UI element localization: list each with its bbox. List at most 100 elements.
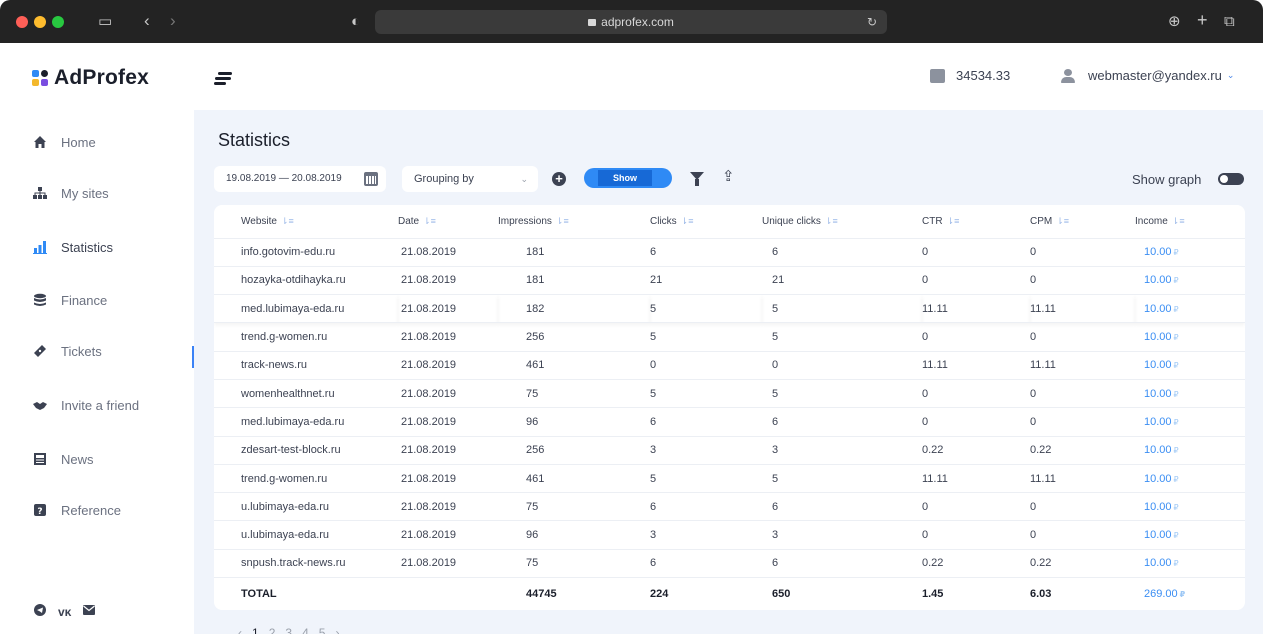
table-cell-income: 10.00 ₽ xyxy=(1135,549,1245,579)
column-header-income[interactable]: Income ⇂≡ xyxy=(1135,205,1245,239)
table-cell-clicks: 5 xyxy=(650,379,762,409)
table-row[interactable]: u.lubimaya-eda.ru 21.08.2019 96 3 3 0 0 10.00 ₽ xyxy=(214,520,1245,550)
filter-icon[interactable] xyxy=(690,172,704,186)
close-window-button[interactable] xyxy=(16,16,28,28)
page-2[interactable]: 2 xyxy=(268,626,276,634)
table-cell-income: 10.00 ₽ xyxy=(1135,407,1245,437)
vk-icon[interactable]: ᴠᴋ xyxy=(58,604,72,619)
url-text: adprofex.com xyxy=(601,15,674,29)
grouping-select[interactable]: Grouping by ⌄ xyxy=(402,166,538,192)
table-cell-date: 21.08.2019 xyxy=(398,379,498,409)
total-cell: 6.03 xyxy=(1030,587,1052,600)
sidebar-item-label: Invite a friend xyxy=(61,397,140,413)
table-cell-income: 10.00 ₽ xyxy=(1135,238,1245,267)
user-menu[interactable]: webmaster@yandex.ru ⌄ xyxy=(1060,68,1234,83)
sidebar-toggle-icon[interactable]: ▭ xyxy=(98,13,113,30)
logo[interactable]: AdProfex xyxy=(32,66,149,90)
table-row[interactable]: track-news.ru 21.08.2019 461 0 0 11.11 11.11 10… xyxy=(214,351,1245,380)
tabs-overview-icon[interactable]: ⧉ xyxy=(1224,13,1235,30)
table-row[interactable]: womenhealthnet.ru 21.08.2019 75 5 5 0 0 10.00 ₽ xyxy=(214,379,1245,409)
sidebar-item-finance[interactable]: Finance xyxy=(33,290,194,310)
currency-symbol: ₽ xyxy=(1173,389,1179,399)
sidebar-item-my-sites[interactable]: My sites xyxy=(33,183,194,203)
bar-chart-icon xyxy=(33,240,47,254)
table-row[interactable]: u.lubimaya-eda.ru 21.08.2019 75 6 6 0 0 10.00 ₽ xyxy=(214,492,1245,522)
mail-icon[interactable] xyxy=(83,605,96,618)
table-row[interactable]: info.gotovim-edu.ru 21.08.2019 181 6 6 0 0 10.0… xyxy=(214,238,1245,267)
pagination: ‹ 1 2 3 4 5 › xyxy=(238,626,339,634)
column-header-ctr[interactable]: CTR ⇂≡ xyxy=(922,205,1030,239)
shield-icon[interactable]: ◐ xyxy=(351,13,361,30)
table-cell-website: snpush.track-news.ru xyxy=(214,549,398,579)
table-row[interactable]: med.lubimaya-eda.ru 21.08.2019 182 5 5 11.11 1… xyxy=(214,294,1245,324)
table-cell-impressions: 181 xyxy=(498,238,650,267)
show-graph-toggle[interactable] xyxy=(1218,173,1244,185)
question-icon: ? xyxy=(33,503,47,517)
table-row[interactable]: hozayka-otdihayka.ru 21.08.2019 181 21 21 0 0 1… xyxy=(214,266,1245,296)
table-cell-cpm: 0 xyxy=(1030,520,1135,550)
sitemap-icon xyxy=(33,186,47,200)
calendar-icon[interactable] xyxy=(364,172,378,186)
next-page-icon[interactable]: › xyxy=(335,626,340,634)
handshake-icon xyxy=(33,398,47,412)
column-header-date[interactable]: Date ⇂≡ xyxy=(398,205,498,239)
table-row[interactable]: snpush.track-news.ru 21.08.2019 75 6 6 0.22 0.… xyxy=(214,549,1245,579)
statistics-table: Website ⇂≡ Date ⇂≡ Impressions ⇂≡ Clicks ⇂≡ … xyxy=(214,205,1245,610)
add-filter-button[interactable]: + xyxy=(552,172,566,186)
user-email: webmaster@yandex.ru xyxy=(1088,68,1222,83)
show-button[interactable]: Show xyxy=(584,168,672,188)
table-cell-website: zdesart-test-block.ru xyxy=(214,436,398,465)
sidebar-item-tickets[interactable]: Tickets xyxy=(33,341,194,361)
sidebar-item-statistics[interactable]: Statistics xyxy=(33,237,194,257)
table-cell-date: 21.08.2019 xyxy=(398,436,498,465)
table-row[interactable]: trend.g-women.ru 21.08.2019 461 5 5 11.11 11.1… xyxy=(214,464,1245,494)
show-button-label: Show xyxy=(598,170,652,186)
column-header-cpm[interactable]: CPM ⇂≡ xyxy=(1030,205,1135,239)
prev-page-icon[interactable]: ‹ xyxy=(238,626,242,634)
menu-toggle-icon[interactable] xyxy=(214,72,232,85)
total-cell: TOTAL xyxy=(241,587,277,600)
download-icon[interactable]: ⊕ xyxy=(1168,13,1181,30)
column-header-clicks[interactable]: Clicks ⇂≡ xyxy=(650,205,762,239)
table-cell-unique-clicks: 5 xyxy=(762,464,922,494)
table-cell-ctr: 0 xyxy=(922,238,1030,267)
sidebar-item-reference[interactable]: ? Reference xyxy=(33,500,194,520)
date-range-picker[interactable]: 19.08.2019 — 20.08.2019 xyxy=(214,166,386,192)
balance[interactable]: 34534.33 xyxy=(930,68,1010,83)
lock-icon xyxy=(588,19,597,26)
currency-symbol: ₽ xyxy=(1179,589,1186,599)
page-4[interactable]: 4 xyxy=(302,626,309,634)
sidebar-item-invite[interactable]: Invite a friend xyxy=(33,395,194,415)
table-cell-clicks: 6 xyxy=(650,407,762,437)
active-indicator xyxy=(192,346,194,368)
table-cell-ctr: 11.11 xyxy=(922,464,1030,494)
new-tab-icon[interactable]: + xyxy=(1197,10,1208,30)
column-header-website[interactable]: Website ⇂≡ xyxy=(214,205,398,239)
table-cell-income: 10.00 ₽ xyxy=(1135,294,1245,324)
table-row[interactable]: trend.g-women.ru 21.08.2019 256 5 5 0 0 10.00 ₽ xyxy=(214,322,1245,352)
table-cell-unique-clicks: 6 xyxy=(762,549,922,579)
forward-arrow-icon[interactable]: › xyxy=(170,11,176,30)
sidebar-item-label: News xyxy=(61,451,94,467)
column-header-impressions[interactable]: Impressions ⇂≡ xyxy=(498,205,650,239)
address-bar[interactable]: adprofex.com ↻ xyxy=(375,10,887,34)
table-total-row: TOTAL 44745 224 650 1.45 6.03 269.00 ₽ xyxy=(214,578,1245,610)
sidebar-item-home[interactable]: Home xyxy=(33,132,194,152)
export-icon[interactable]: ⇪ xyxy=(722,168,735,185)
page-3[interactable]: 3 xyxy=(285,626,293,634)
table-cell-date: 21.08.2019 xyxy=(398,407,498,437)
page-1[interactable]: 1 xyxy=(252,626,259,634)
sidebar-item-news[interactable]: News xyxy=(33,449,194,469)
page-5[interactable]: 5 xyxy=(318,626,326,634)
reload-icon[interactable]: ↻ xyxy=(866,15,877,29)
back-arrow-icon[interactable]: ‹ xyxy=(144,11,150,30)
table-cell-clicks: 5 xyxy=(650,294,762,324)
telegram-icon[interactable] xyxy=(34,604,46,619)
minimize-window-button[interactable] xyxy=(34,16,46,28)
table-row[interactable]: zdesart-test-block.ru 21.08.2019 256 3 3 0.22… xyxy=(214,436,1245,465)
table-cell-impressions: 182 xyxy=(498,294,650,324)
table-row[interactable]: med.lubimaya-eda.ru 21.08.2019 96 6 6 0 0 10.00… xyxy=(214,407,1245,437)
column-header-unique-clicks[interactable]: Unique clicks ⇂≡ xyxy=(762,205,922,239)
table-cell-clicks: 3 xyxy=(650,436,762,465)
maximize-window-button[interactable] xyxy=(52,16,64,28)
